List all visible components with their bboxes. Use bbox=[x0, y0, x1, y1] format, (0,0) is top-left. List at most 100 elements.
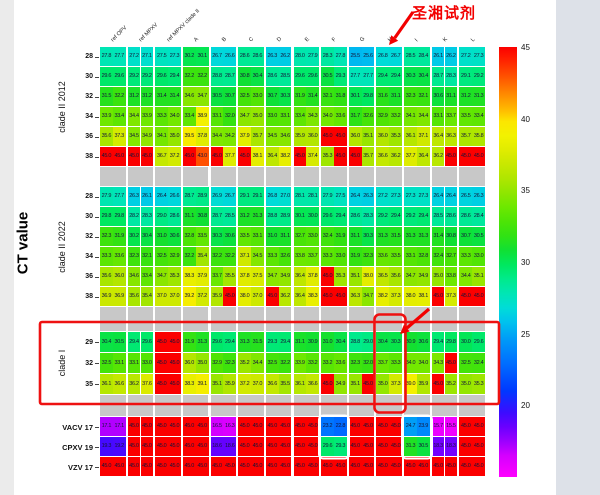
colorbar-tick-label: 20 bbox=[521, 401, 530, 411]
heatmap-cell: 31.4 bbox=[168, 87, 181, 106]
heatmap-cell: 29.4 bbox=[334, 207, 347, 226]
heatmap-cell: 15.7 bbox=[431, 417, 445, 436]
heatmap-cell: 32.7 bbox=[444, 247, 458, 266]
heatmap-cell: 37.2 bbox=[238, 374, 251, 394]
heatmap-cell: 34.5 bbox=[251, 247, 264, 266]
heatmap-cell: 30.0 bbox=[459, 332, 473, 352]
heatmap-cell: 36.1 bbox=[100, 374, 113, 394]
heatmap-cell: 33.8 bbox=[444, 267, 458, 286]
heatmap-cell: 27.9 bbox=[100, 187, 113, 206]
band-separator-cell bbox=[182, 307, 209, 331]
heatmap-cell: 37.3 bbox=[389, 287, 403, 306]
band-separator-cell bbox=[100, 395, 126, 416]
column-header: C bbox=[248, 36, 256, 44]
heatmap-cell: 39.5 bbox=[182, 127, 196, 146]
heatmap-cell: 45.0 bbox=[182, 417, 196, 436]
heatmap-cell: 29.4 bbox=[278, 332, 292, 352]
heatmap-cell: 30.9 bbox=[404, 332, 417, 352]
heatmap-cell: 45.0 bbox=[265, 457, 279, 476]
heatmap-cell: 32.3 bbox=[100, 227, 113, 246]
heatmap-cell: 45.0 bbox=[459, 147, 473, 166]
heatmap-cell: 31.9 bbox=[348, 247, 362, 266]
heatmap-cell: 33.4 bbox=[112, 107, 126, 126]
heatmap-cell: 35.7 bbox=[361, 147, 375, 166]
heatmap-cell: 30.7 bbox=[459, 227, 473, 246]
heatmap-cell: 31.0 bbox=[155, 227, 169, 246]
heatmap-cell: 26.7 bbox=[210, 47, 224, 66]
heatmap-cell: 26.9 bbox=[210, 187, 224, 206]
heatmap-cell: 26.1 bbox=[431, 47, 445, 66]
heatmap-cell: 30.5 bbox=[112, 332, 126, 352]
heatmap-cell: 31.4 bbox=[431, 227, 445, 246]
heatmap-cell: 26.6 bbox=[168, 187, 181, 206]
row-label: 28 bbox=[85, 53, 93, 60]
heatmap-cell: 27.2 bbox=[376, 187, 390, 206]
column-header: E bbox=[303, 36, 311, 44]
heatmap-cell: 33.6 bbox=[334, 107, 347, 126]
heatmap-cell: 31.0 bbox=[265, 227, 279, 246]
heatmap-cell: 27.3 bbox=[472, 47, 485, 66]
heatmap-cell: 29.6 bbox=[100, 67, 113, 86]
heatmap-cell: 30.8 bbox=[195, 207, 209, 226]
heatmap-cell: 31.9 bbox=[334, 227, 347, 246]
heatmap-cell: 33.3 bbox=[155, 107, 169, 126]
heatmap-cell: 29.2 bbox=[472, 67, 485, 86]
heatmap-cell: 30.6 bbox=[223, 227, 237, 246]
heatmap-cell: 35.5 bbox=[278, 374, 292, 394]
heatmap-cell: 45.0 bbox=[168, 353, 181, 373]
heatmap-cell: 45.0 bbox=[140, 457, 154, 476]
heatmap-cell: 26.2 bbox=[278, 47, 292, 66]
heatmap-cell: 32.9 bbox=[168, 247, 181, 266]
heatmap-cell: 38.1 bbox=[416, 287, 430, 306]
heatmap-cell: 30.2 bbox=[127, 227, 141, 246]
heatmap-cell: 45.0 bbox=[306, 417, 320, 436]
heatmap-cell: 27.1 bbox=[140, 47, 154, 66]
heatmap-cell: 31.6 bbox=[376, 87, 390, 106]
heatmap-cell: 34.7 bbox=[238, 107, 251, 126]
heatmap-cell: 32.3 bbox=[127, 247, 141, 266]
column-header: L bbox=[469, 36, 477, 44]
heatmap-cell: 35.9 bbox=[416, 374, 430, 394]
heatmap-cell: 27.3 bbox=[168, 47, 181, 66]
heatmap-cell: 26.8 bbox=[265, 187, 279, 206]
column-header: D bbox=[276, 36, 284, 44]
heatmap-cell: 30.4 bbox=[416, 67, 430, 86]
heatmap-cell: 45.0 bbox=[321, 267, 334, 286]
heatmap-cell: 28.3 bbox=[361, 207, 375, 226]
row-label: 32 bbox=[85, 233, 93, 240]
heatmap-cell: 45.0 bbox=[416, 457, 430, 476]
heatmap-cell: 45.0 bbox=[127, 437, 141, 456]
heatmap-cell: 18.3 bbox=[431, 437, 445, 456]
heatmap-cell: 34.4 bbox=[459, 267, 473, 286]
row-tick bbox=[95, 363, 99, 364]
row-label: 36 bbox=[85, 273, 93, 280]
heatmap-cell: 27.5 bbox=[334, 187, 347, 206]
band-separator-cell bbox=[321, 395, 347, 416]
heatmap-cell: 33.4 bbox=[293, 107, 307, 126]
heatmap-cell: 33.3 bbox=[265, 247, 279, 266]
heatmap-cell: 28.6 bbox=[459, 207, 473, 226]
heatmap-cell: 33.9 bbox=[293, 353, 307, 373]
heatmap-cell: 33.6 bbox=[334, 353, 347, 373]
band-separator-cell bbox=[265, 167, 292, 186]
heatmap-cell: 45.0 bbox=[251, 437, 264, 456]
heatmap-cell: 33.0 bbox=[140, 353, 154, 373]
heatmap-cell: 29.8 bbox=[100, 207, 113, 226]
heatmap-cell: 33.9 bbox=[140, 107, 154, 126]
heatmap-cell: 29.6 bbox=[140, 332, 154, 352]
heatmap-cell: 35.4 bbox=[140, 287, 154, 306]
heatmap-cell: 34.4 bbox=[251, 353, 264, 373]
heatmap-cell: 34.2 bbox=[223, 127, 237, 146]
heatmap-cell: 31.9 bbox=[182, 332, 196, 352]
heatmap-cell: 33.7 bbox=[306, 247, 320, 266]
heatmap-cell: 45.0 bbox=[334, 287, 347, 306]
heatmap-cell: 45.0 bbox=[293, 457, 307, 476]
heatmap-cell: 29.4 bbox=[431, 332, 445, 352]
heatmap-cell: 33.5 bbox=[238, 227, 251, 246]
heatmap-cell: 35.7 bbox=[251, 127, 264, 146]
heatmap-cell: 33.4 bbox=[182, 107, 196, 126]
heatmap-cell: 45.0 bbox=[459, 437, 473, 456]
heatmap-cell: 28.9 bbox=[195, 187, 209, 206]
heatmap-cell: 30.1 bbox=[348, 87, 362, 106]
